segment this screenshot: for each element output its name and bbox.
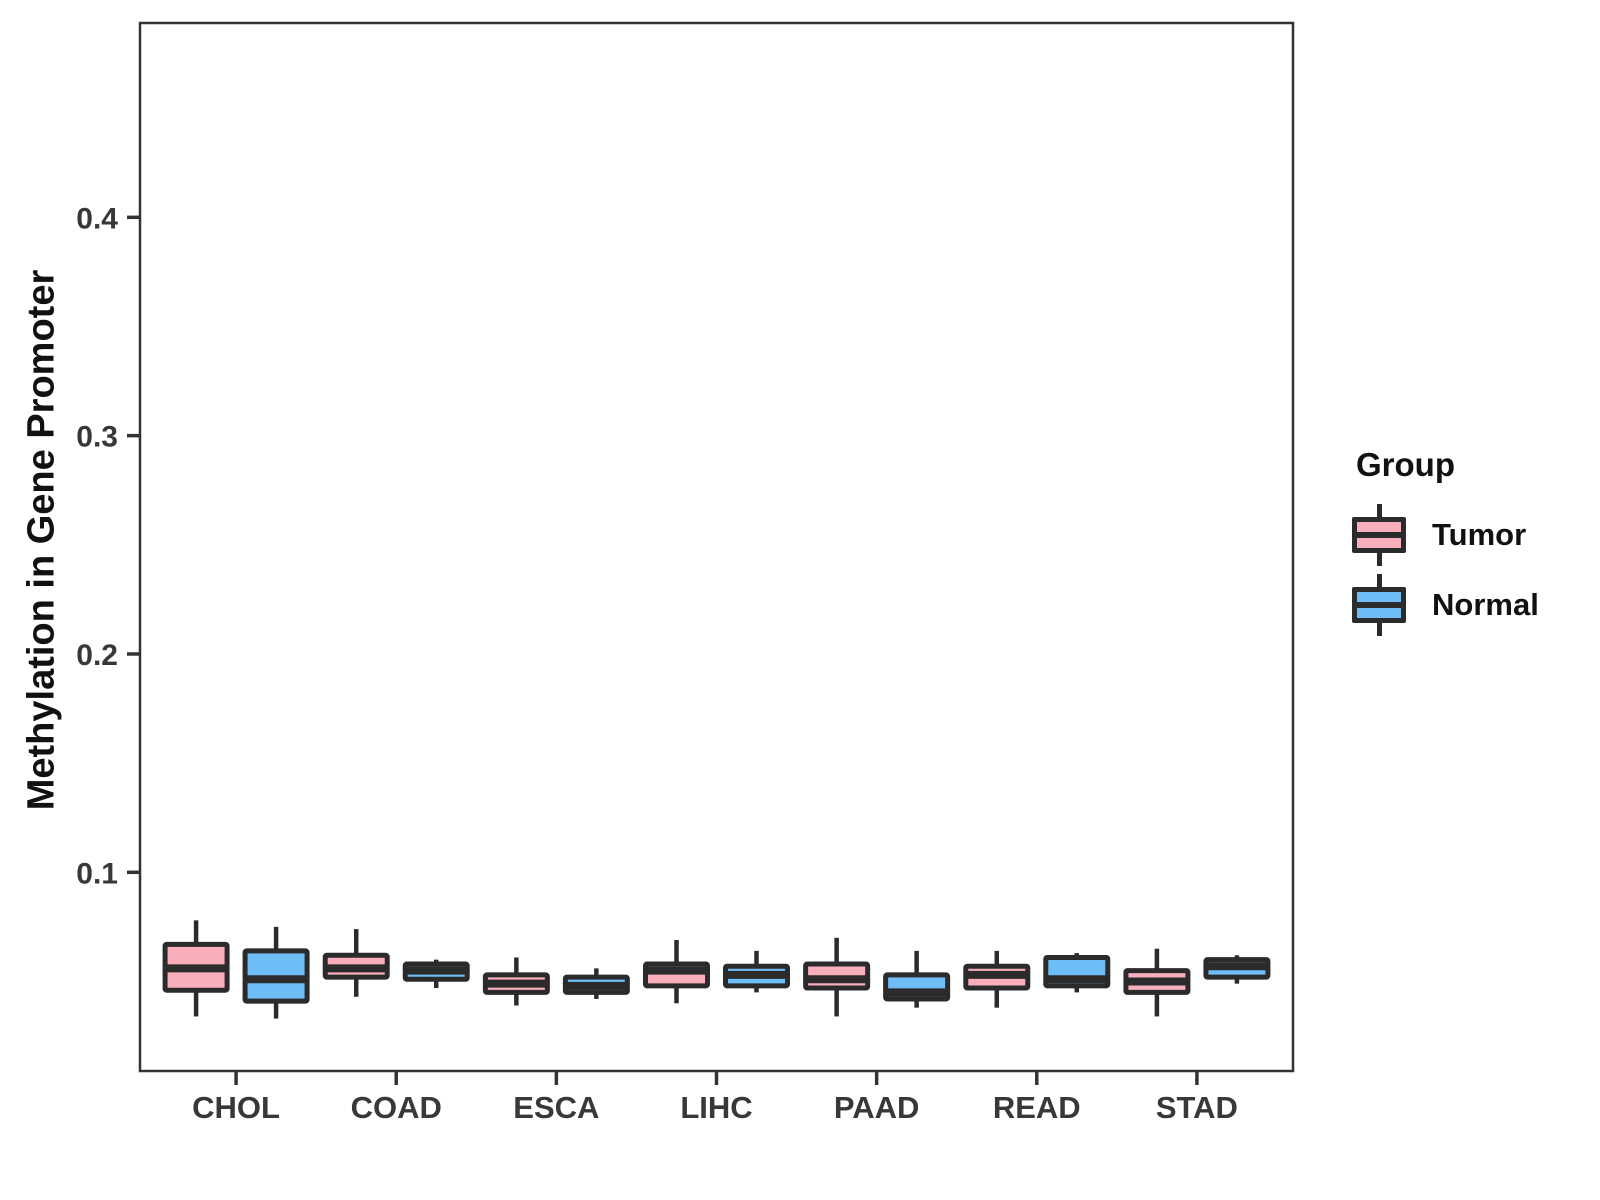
y-tick-label-0.2: 0.2: [76, 639, 118, 672]
panel-border: [138, 21, 1295, 1073]
legend-entry-normal: Normal: [1352, 574, 1539, 636]
key-box: [1352, 587, 1406, 623]
y-tick-label-0.3: 0.3: [76, 421, 118, 454]
tumor-boxplot-key-icon: [1352, 504, 1406, 566]
y-tick-label-0.1: 0.1: [76, 857, 118, 890]
legend-label-normal: Normal: [1432, 587, 1539, 622]
x-tick-label-ESCA: ESCA: [513, 1090, 599, 1125]
legend: Group Tumor Normal: [1352, 446, 1539, 644]
key-median: [1352, 532, 1406, 538]
y-axis-title: Methylation in Gene Promoter: [20, 269, 63, 811]
legend-label-tumor: Tumor: [1432, 517, 1527, 552]
x-tick-label-PAAD: PAAD: [834, 1090, 920, 1125]
x-tick-label-READ: READ: [993, 1090, 1081, 1125]
x-tick-label-LIHC: LIHC: [680, 1090, 752, 1125]
x-tick-label-COAD: COAD: [351, 1090, 442, 1125]
legend-entry-tumor: Tumor: [1352, 504, 1539, 566]
key-median: [1352, 602, 1406, 608]
key-box: [1352, 517, 1406, 553]
normal-boxplot-key-icon: [1352, 574, 1406, 636]
legend-title: Group: [1356, 446, 1455, 483]
y-tick-label-0.4: 0.4: [76, 202, 118, 235]
x-tick-label-CHOL: CHOL: [192, 1090, 280, 1125]
x-tick-label-STAD: STAD: [1156, 1090, 1238, 1125]
